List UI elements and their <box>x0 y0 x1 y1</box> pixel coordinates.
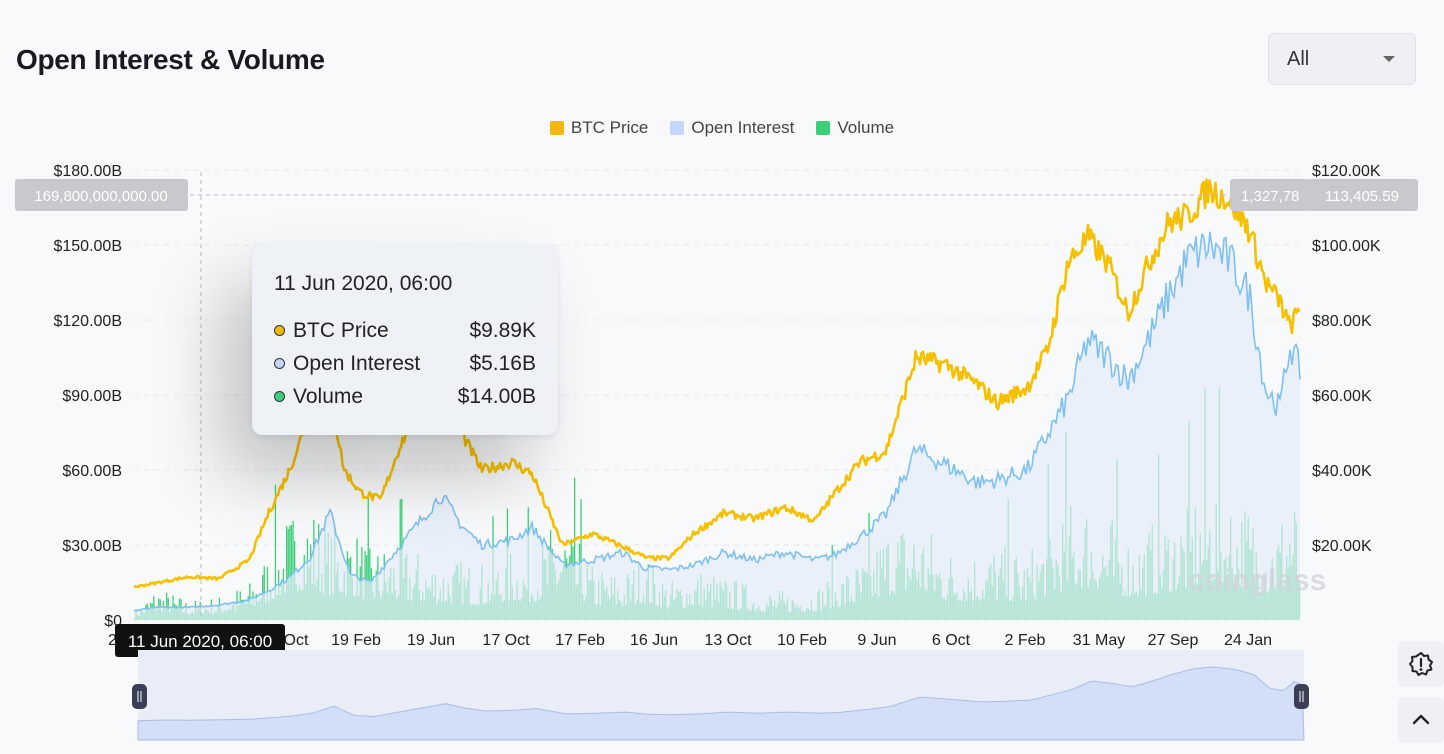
crosshair-right-badge <box>1306 179 1418 211</box>
volume-bar <box>292 520 294 620</box>
crosshair-left-badge <box>15 179 188 211</box>
crosshair-x-label: 11 Jun 2020, 06:00 <box>128 632 272 651</box>
alert-badge-icon <box>1409 652 1433 676</box>
range-handle-right[interactable] <box>1294 684 1309 709</box>
x-tick-label: 17 Oct <box>482 632 530 649</box>
tooltip-label: Volume <box>293 384 364 408</box>
volume-bar <box>367 495 369 620</box>
feedback-button[interactable] <box>1398 641 1444 687</box>
x-tick-label: 27 Sep <box>1148 632 1199 649</box>
y-right-tick-label: $20.00K <box>1312 538 1372 555</box>
legend-item-open-interest[interactable]: Open Interest <box>670 118 794 138</box>
x-tick-label: 24 Jan <box>1224 632 1272 649</box>
volume-bar <box>274 484 277 620</box>
chevron-down-icon <box>1383 56 1395 62</box>
x-tick-label: 16 Jun <box>630 632 678 649</box>
x-tick-label: 17 Feb <box>555 632 605 649</box>
y-right-tick-label: $100.00K <box>1312 238 1381 255</box>
legend-item-volume[interactable]: Volume <box>816 118 894 138</box>
y-axis-left: $0$30.00B$60.00B$90.00B$120.00B$150.00B$… <box>53 163 122 630</box>
x-axis: Oct 19 Feb 19 Jun 17 Oct 17 Feb 16 Jun 13 Oct 1… <box>284 632 1272 649</box>
x-tick-label: 2 Feb <box>1005 632 1046 649</box>
crosshair-left-value: 169,800,000,000.00 <box>34 188 167 205</box>
tooltip-row-volume: Volume $14.00B <box>274 380 536 413</box>
y-left-tick-label: $120.00B <box>53 313 122 330</box>
y-right-tick-label: $40.00K <box>1312 463 1372 480</box>
volume-bar <box>290 525 293 620</box>
tooltip-label: BTC Price <box>293 318 389 342</box>
volume-bar <box>574 477 576 620</box>
tooltip-value: $5.16B <box>469 351 536 375</box>
y-left-tick-label: $180.00B <box>53 163 122 180</box>
y-left-tick-label: $30.00B <box>62 538 122 555</box>
tooltip-label: Open Interest <box>293 351 421 375</box>
volume-bar <box>286 526 288 620</box>
x-tick-label: 19 Jun <box>407 632 455 649</box>
chart-legend: BTC Price Open Interest Volume <box>0 118 1444 138</box>
tooltip-row-btc-price: BTC Price $9.89K <box>274 314 536 347</box>
x-tick-label: 31 May <box>1073 632 1125 649</box>
scroll-to-top-button[interactable] <box>1398 697 1444 743</box>
tooltip-value: $14.00B <box>457 384 536 408</box>
y-left-tick-label: $150.00B <box>53 238 122 255</box>
volume-bar <box>580 499 582 620</box>
open-interest-line <box>133 231 1301 612</box>
open-interest-area <box>134 231 1300 620</box>
legend-label: BTC Price <box>570 118 649 137</box>
legend-swatch <box>549 121 564 135</box>
volume-bar <box>289 525 291 620</box>
crosshair-right-badge-clipped <box>1230 179 1308 211</box>
legend-swatch <box>670 121 685 135</box>
time-range-select[interactable]: All <box>1268 33 1416 85</box>
y-right-tick-label: $60.00K <box>1312 388 1372 405</box>
legend-label: Open Interest <box>691 118 795 137</box>
crosshair-right-value-clipped: 1,327,78 <box>1241 188 1299 205</box>
x-tick-label: 19 Feb <box>331 632 381 649</box>
chevron-up-icon <box>1412 714 1430 725</box>
x-tick-label: 9 Jun <box>857 632 896 649</box>
tooltip-row-open-interest: Open Interest $5.16B <box>274 347 536 380</box>
tooltip-date: 11 Jun 2020, 06:00 <box>274 272 453 295</box>
volume-bar <box>287 529 289 620</box>
tooltip-dot <box>274 391 285 402</box>
x-tick-label: 10 Feb <box>777 632 827 649</box>
tooltip-dot <box>274 358 285 369</box>
y-left-tick-label: $90.00B <box>62 388 122 405</box>
page-title: Open Interest & Volume <box>16 44 325 75</box>
time-range-value: All <box>1287 47 1310 70</box>
crosshair-x-badge <box>115 624 285 657</box>
legend-item-btc-price[interactable]: BTC Price <box>549 118 649 138</box>
y-left-tick-label: $60.00B <box>62 463 122 480</box>
x-tick-label: 13 Oct <box>704 632 752 649</box>
tooltip-dot <box>274 325 285 336</box>
watermark: coinglass <box>1188 564 1326 597</box>
x-tick-label: 6 Oct <box>932 632 971 649</box>
x-axis-clipped-label: 2 <box>108 632 117 649</box>
y-right-tick-label: $120.00K <box>1312 163 1381 180</box>
y-right-tick-label: $80.00K <box>1312 313 1372 330</box>
range-handle-left[interactable] <box>132 684 147 709</box>
range-navigator-area <box>137 666 1305 741</box>
chart-tooltip: 11 Jun 2020, 06:00 BTC Price $9.89K Open… <box>252 244 558 435</box>
y-axis-right: $20.00K $40.00K $60.00K $80.00K $100.00K $120… <box>1312 163 1381 555</box>
crosshair-right-value: 113,405.59 <box>1325 188 1399 205</box>
x-tick-label: Oct <box>284 632 309 649</box>
legend-swatch <box>816 121 831 135</box>
legend-label: Volume <box>837 118 895 137</box>
tooltip-value: $9.89K <box>469 318 536 342</box>
